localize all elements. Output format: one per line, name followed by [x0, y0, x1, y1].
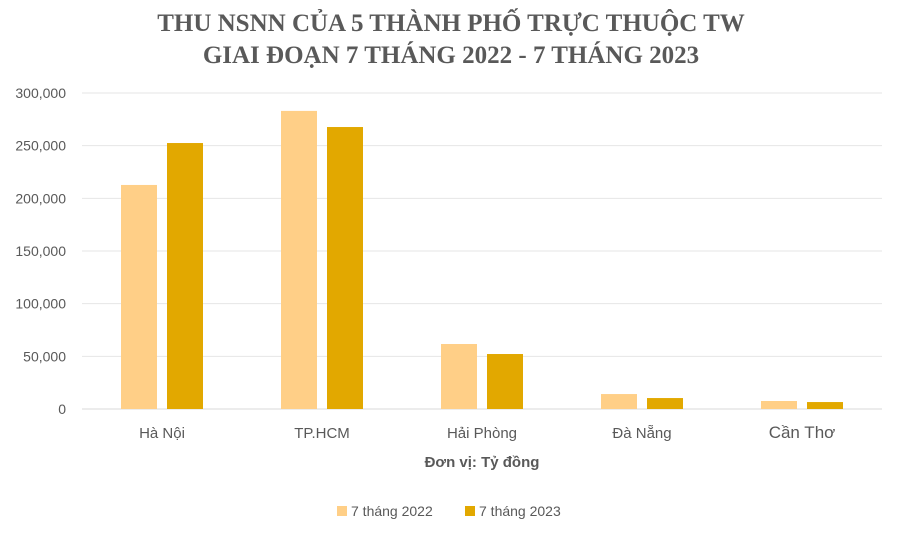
bar: [807, 402, 843, 409]
x-tick-label: Hải Phòng: [447, 425, 517, 442]
y-tick-label: 250,000: [15, 138, 66, 154]
chart-title-line2: GIAI ĐOẠN 7 THÁNG 2022 - 7 THÁNG 2023: [202, 42, 700, 69]
y-tick-label: 0: [58, 401, 66, 417]
y-tick-label: 100,000: [15, 296, 66, 312]
y-tick-label: 200,000: [15, 190, 66, 206]
legend-swatch: [465, 506, 475, 516]
y-tick-label: 300,000: [15, 85, 66, 101]
bar: [761, 400, 797, 409]
bar: [441, 344, 477, 409]
bar: [647, 398, 683, 409]
y-tick-label: 50,000: [23, 348, 66, 364]
bar: [167, 143, 203, 410]
x-tick-label: Hà Nội: [139, 425, 185, 442]
x-axis-label: Đơn vị: Tỷ đồng: [425, 454, 540, 471]
bar: [281, 110, 317, 409]
legend-label: 7 tháng 2023: [479, 503, 561, 519]
chart-title-line1: THU NSNN CỦA 5 THÀNH PHỐ TRỰC THUỘC TW: [157, 10, 745, 37]
x-tick-label: Cần Thơ: [769, 423, 836, 442]
x-tick-label: TP.HCM: [294, 425, 350, 442]
bar: [327, 127, 363, 409]
bar: [601, 394, 637, 409]
legend-label: 7 tháng 2022: [351, 503, 433, 519]
bar: [121, 184, 157, 409]
x-tick-label: Đà Nẵng: [612, 425, 671, 442]
legend-swatch: [337, 506, 347, 516]
bar: [487, 354, 523, 409]
y-tick-label: 150,000: [15, 243, 66, 259]
